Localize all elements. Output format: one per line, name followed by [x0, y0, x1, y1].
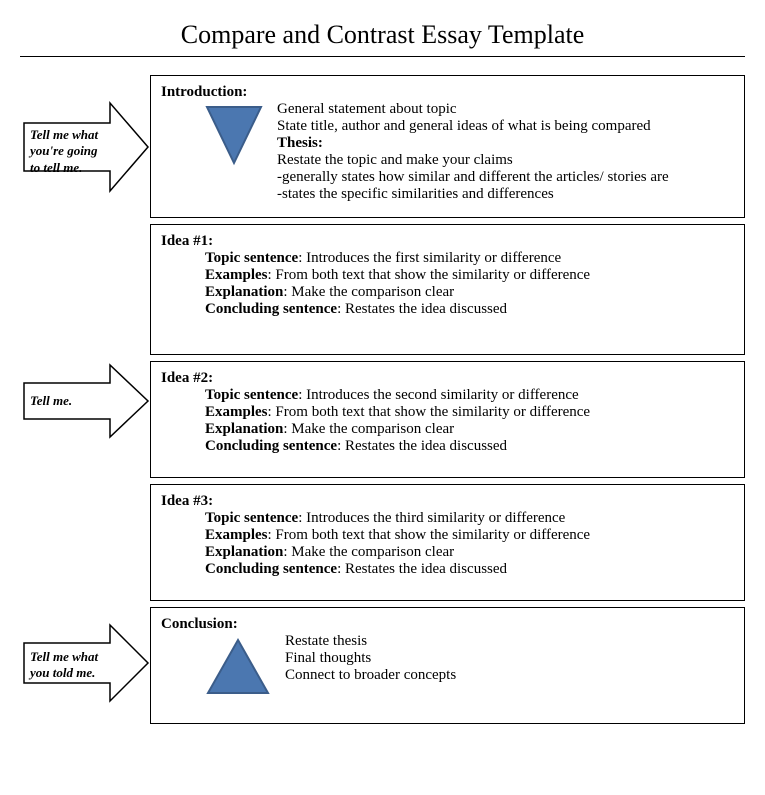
idea-line: Concluding sentence: Restates the idea d…	[205, 438, 734, 455]
triangle-down-icon	[205, 105, 263, 167]
idea-header: Idea #2:	[161, 370, 734, 387]
idea-row: Idea #3: Topic sentence: Introduces the …	[20, 484, 745, 607]
idea-box: Idea #2: Topic sentence: Introduces the …	[150, 361, 745, 478]
conclusion-box: Conclusion: Restate thesis Final thought…	[150, 607, 745, 724]
conclusion-line: Restate thesis	[285, 633, 734, 650]
idea-line: Examples: From both text that show the s…	[205, 527, 734, 544]
thesis-label: Thesis:	[277, 135, 734, 152]
idea-line: Topic sentence: Introduces the first sim…	[205, 250, 734, 267]
idea-line: Concluding sentence: Restates the idea d…	[205, 561, 734, 578]
arrow-label-conclusion: Tell me what you told me.	[30, 649, 110, 682]
conclusion-header: Conclusion:	[161, 616, 734, 633]
intro-line: State title, author and general ideas of…	[277, 118, 734, 135]
intro-row: Tell me what you're going to tell me. In…	[20, 75, 745, 224]
idea-row: Tell me. Idea #2: Topic sentence: Introd…	[20, 361, 745, 484]
conclusion-line: Connect to broader concepts	[285, 667, 734, 684]
conclusion-line: Final thoughts	[285, 650, 734, 667]
idea-line: Examples: From both text that show the s…	[205, 267, 734, 284]
idea-line: Explanation: Make the comparison clear	[205, 284, 734, 301]
intro-line: General statement about topic	[277, 101, 734, 118]
idea-box: Idea #3: Topic sentence: Introduces the …	[150, 484, 745, 601]
idea-header: Idea #3:	[161, 493, 734, 510]
idea-line: Topic sentence: Introduces the third sim…	[205, 510, 734, 527]
arrow-label-body: Tell me.	[30, 393, 110, 409]
arrow-label-intro: Tell me what you're going to tell me.	[30, 127, 110, 176]
intro-box: Introduction: General statement about to…	[150, 75, 745, 218]
idea-header: Idea #1:	[161, 233, 734, 250]
idea-line: Topic sentence: Introduces the second si…	[205, 387, 734, 404]
idea-line: Examples: From both text that show the s…	[205, 404, 734, 421]
intro-line: Restate the topic and make your claims	[277, 152, 734, 169]
title-underline	[20, 56, 745, 57]
intro-line: -generally states how similar and differ…	[277, 169, 734, 186]
idea-box: Idea #1: Topic sentence: Introduces the …	[150, 224, 745, 355]
idea-line: Concluding sentence: Restates the idea d…	[205, 301, 734, 318]
idea-row: Idea #1: Topic sentence: Introduces the …	[20, 224, 745, 361]
intro-header: Introduction:	[161, 84, 734, 101]
page-title: Compare and Contrast Essay Template	[20, 20, 745, 50]
intro-line: -states the specific similarities and di…	[277, 186, 734, 203]
idea-line: Explanation: Make the comparison clear	[205, 544, 734, 561]
idea-line: Explanation: Make the comparison clear	[205, 421, 734, 438]
triangle-up-icon	[205, 637, 271, 697]
conclusion-row: Tell me what you told me. Conclusion: Re…	[20, 607, 745, 730]
